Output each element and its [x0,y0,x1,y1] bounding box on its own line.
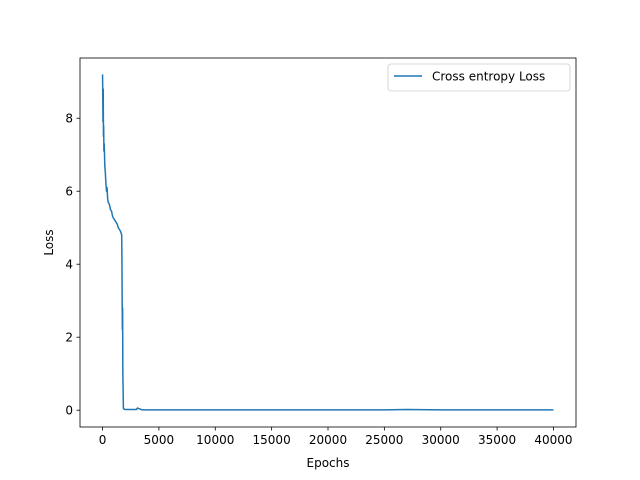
y-axis-ticks: 0 2 4 6 8 [65,112,80,418]
x-tick-label: 35000 [478,433,516,447]
x-tick-label: 15000 [253,433,291,447]
plot-area [80,58,576,427]
series-layer [101,74,554,411]
legend-box [387,63,571,92]
x-axis-label: Epochs [307,456,350,470]
x-axis-ticks: 0 5000 10000 15000 20000 25000 30000 35000 40000 [99,427,573,447]
legend: Cross entropy Loss [387,63,571,92]
legend-label-cross-entropy-loss: Cross entropy Loss [432,70,545,84]
y-tick-label: 0 [65,404,73,418]
y-axis-label: Loss [42,229,56,255]
y-tick-label: 4 [65,258,73,272]
x-tick-label: 25000 [365,433,403,447]
x-tick-label: 0 [99,433,107,447]
series-line-cross-entropy-loss [101,74,554,411]
x-tick-label: 20000 [309,433,347,447]
y-tick-label: 2 [65,331,73,345]
x-tick-label: 30000 [422,433,460,447]
x-tick-label: 40000 [534,433,572,447]
y-tick-label: 6 [65,185,73,199]
x-tick-label: 10000 [196,433,234,447]
x-tick-label: 5000 [144,433,175,447]
y-tick-label: 8 [65,112,73,126]
